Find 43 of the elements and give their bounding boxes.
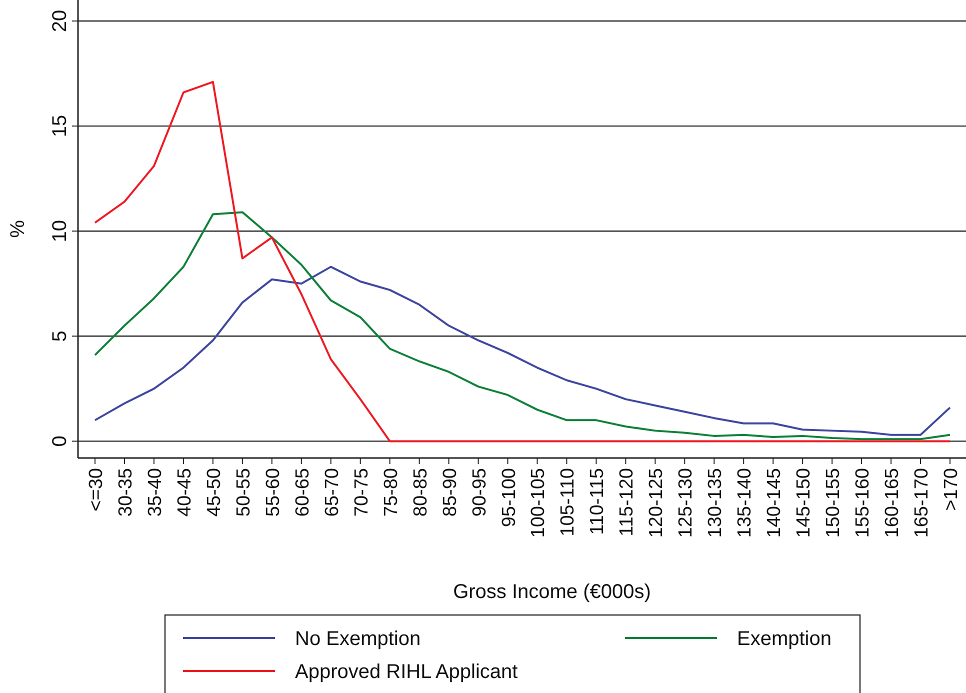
y-tick-label: 0 (49, 436, 71, 447)
x-tick-label: 65-70 (322, 468, 343, 517)
x-tick-label: 45-50 (204, 468, 225, 517)
x-tick-label: 40-45 (174, 468, 196, 517)
x-tick-label: 70-75 (351, 468, 372, 517)
line-series (94, 80, 951, 442)
x-tick-label: 85-90 (440, 468, 461, 517)
x-tick-label: 50-55 (233, 468, 254, 517)
x-tick-label: 155-160 (852, 468, 874, 538)
x-tick-label: 150-155 (823, 468, 844, 538)
x-tick-label: <=30 (86, 468, 107, 512)
x-tick-label: 60-65 (292, 468, 314, 517)
x-tick-label: 100-105 (528, 468, 550, 538)
x-tick-label: 120-125 (646, 468, 668, 538)
y-tick-label: 5 (49, 330, 71, 342)
x-tick-label: 95-100 (498, 468, 520, 528)
x-tick-label: 115-120 (616, 468, 638, 536)
x-tick-label: 80-85 (410, 468, 432, 517)
line-series (94, 211, 951, 440)
x-tick-label: 135-140 (734, 468, 756, 538)
legend-label: Approved RIHL Applicant (295, 661, 518, 683)
x-tick-label: 55-60 (262, 468, 284, 517)
x-axis-title: Gross Income (€000s) (453, 581, 651, 603)
x-tick-label: 145-150 (794, 468, 815, 538)
x-tick-label: 75-80 (380, 468, 402, 517)
legend-label: No Exemption (295, 628, 421, 650)
legend-label: Exemption (737, 628, 832, 650)
x-tick-label: 35-40 (144, 468, 166, 517)
x-tick-label: 165-170 (912, 468, 933, 538)
x-tick-label: 30-35 (115, 468, 136, 517)
y-axis-title: % (7, 220, 29, 238)
x-tick-label: 130-135 (705, 468, 726, 538)
y-tick-label: 10 (49, 220, 71, 242)
x-tick-label: 125-130 (676, 468, 697, 538)
x-tick-label: >170 (941, 468, 962, 511)
y-tick-label: 20 (49, 10, 71, 32)
x-tick-label: 140-145 (764, 468, 786, 538)
x-tick-label: 105-110 (558, 468, 579, 536)
x-tick-label: 160-165 (882, 468, 904, 538)
x-tick-label: 110-115 (587, 468, 608, 535)
x-tick-label: 90-95 (469, 468, 490, 517)
line-series (94, 266, 951, 436)
y-tick-label: 15 (49, 114, 71, 138)
